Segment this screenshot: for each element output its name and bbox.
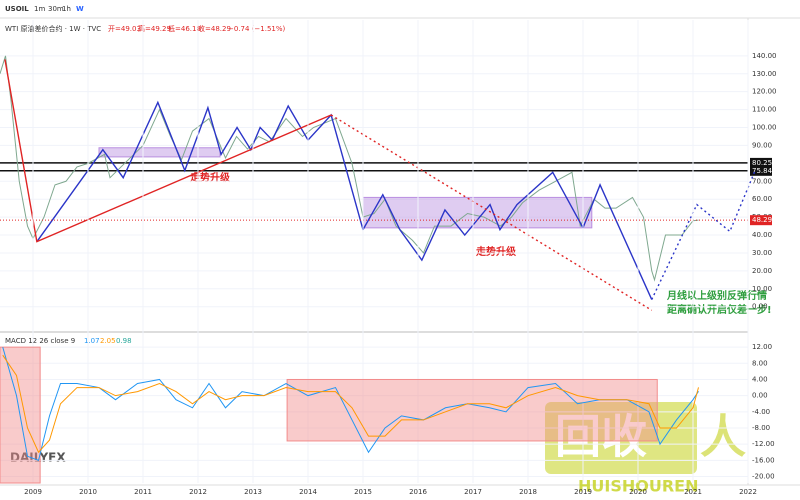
x-tick-label: 2010 xyxy=(79,488,97,496)
y-tick-label: 60.00 xyxy=(752,195,772,203)
price-tag xyxy=(750,157,772,168)
y-tick-label: 90.00 xyxy=(752,141,772,149)
macd-value: 0.98 xyxy=(116,337,132,345)
y-tick-label: 0.00 xyxy=(752,303,768,311)
watermark-brand: DAILYFX xyxy=(10,451,66,465)
price-tag-label: 75.84 xyxy=(752,167,773,175)
line-series xyxy=(651,170,756,300)
y-tick-label: -4.00 xyxy=(752,408,770,416)
x-tick-label: 2012 xyxy=(189,488,207,496)
line-series xyxy=(2,346,699,462)
y-tick-label: 4.00 xyxy=(752,375,768,383)
interval-button[interactable]: 30m xyxy=(48,5,64,13)
zone-box xyxy=(98,147,221,158)
annotation: 走势升级 xyxy=(475,245,517,258)
y-tick-label: 20.00 xyxy=(752,267,772,275)
y-tick-label: -12.00 xyxy=(752,440,775,448)
x-tick-label: 2011 xyxy=(134,488,152,496)
y-tick-label: 110.00 xyxy=(752,106,777,114)
x-tick-label: 2021 xyxy=(684,488,702,496)
ohlc-value: 高=49.29 xyxy=(138,24,171,33)
watermark-icon: 人 xyxy=(700,410,746,464)
interval-button[interactable]: 1h xyxy=(62,5,71,13)
price-tag-label: 80.25 xyxy=(752,159,772,167)
y-tick-label: 30.00 xyxy=(752,249,772,257)
x-tick-label: 2018 xyxy=(519,488,537,496)
price-tag xyxy=(750,165,772,176)
interval-button[interactable]: 1m xyxy=(34,5,45,13)
y-tick-label: 8.00 xyxy=(752,359,768,367)
zone-box xyxy=(286,378,658,442)
macd-value: 1.07 xyxy=(84,337,100,345)
x-tick-label: 2022 xyxy=(739,488,757,496)
x-tick-label: 2020 xyxy=(629,488,647,496)
y-tick-label: 120.00 xyxy=(752,88,777,96)
x-tick-label: 2013 xyxy=(244,488,262,496)
annotation: 月线以上级别反弹行情 xyxy=(666,289,767,302)
ohlc-value: 低=46.18 xyxy=(168,24,201,33)
macd-value: 2.05 xyxy=(100,337,116,345)
line-series xyxy=(2,354,699,454)
change-value: −0.74 (−1.51%) xyxy=(228,25,286,33)
x-tick-label: 2019 xyxy=(574,488,592,496)
x-tick-label: 2014 xyxy=(299,488,317,496)
macd-legend: MACD 12 26 close 9 xyxy=(5,337,75,345)
annotation: 走势升级 xyxy=(189,171,231,184)
watermark-site: HUISHOUREN xyxy=(578,477,698,496)
y-tick-label: 12.00 xyxy=(752,343,772,351)
y-tick-label: 70.00 xyxy=(752,177,772,185)
interval-button[interactable]: W xyxy=(76,5,84,13)
y-tick-label: -20.00 xyxy=(752,473,775,481)
symbol[interactable]: USOIL xyxy=(5,5,29,13)
x-tick-label: 2017 xyxy=(464,488,482,496)
y-tick-label: 0.00 xyxy=(752,392,768,400)
price-line xyxy=(0,55,699,282)
ohlc-value: 收=48.29 xyxy=(198,24,231,33)
legend-title: WTI 原油差价合约 · 1W · TVC xyxy=(5,24,101,33)
y-tick-label: -16.00 xyxy=(752,456,775,464)
price-tag xyxy=(750,215,772,226)
y-tick-label: -8.00 xyxy=(752,424,770,432)
ohlc-value: 开=49.03 xyxy=(108,25,141,33)
y-tick-label: 40.00 xyxy=(752,231,772,239)
y-tick-label: 10.00 xyxy=(752,285,772,293)
x-tick-label: 2016 xyxy=(409,488,427,496)
y-tick-label: 140.00 xyxy=(752,52,777,60)
y-tick-label: 130.00 xyxy=(752,70,777,78)
zone-box xyxy=(362,196,593,229)
x-tick-label: 2009 xyxy=(24,488,42,496)
price-tag-label: 48.29 xyxy=(752,216,772,224)
y-tick-label: 100.00 xyxy=(752,124,777,132)
watermark-logo: 回收 xyxy=(555,410,647,464)
line-series xyxy=(4,59,332,243)
x-tick-label: 2015 xyxy=(354,488,372,496)
